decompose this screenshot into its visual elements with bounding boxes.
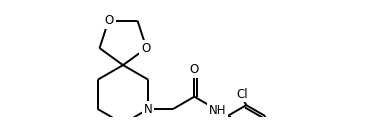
Text: NH: NH — [208, 104, 226, 117]
Text: O: O — [141, 42, 150, 55]
Text: Cl: Cl — [236, 88, 248, 101]
Text: O: O — [105, 14, 114, 27]
Text: O: O — [190, 63, 199, 76]
Text: N: N — [144, 103, 153, 116]
